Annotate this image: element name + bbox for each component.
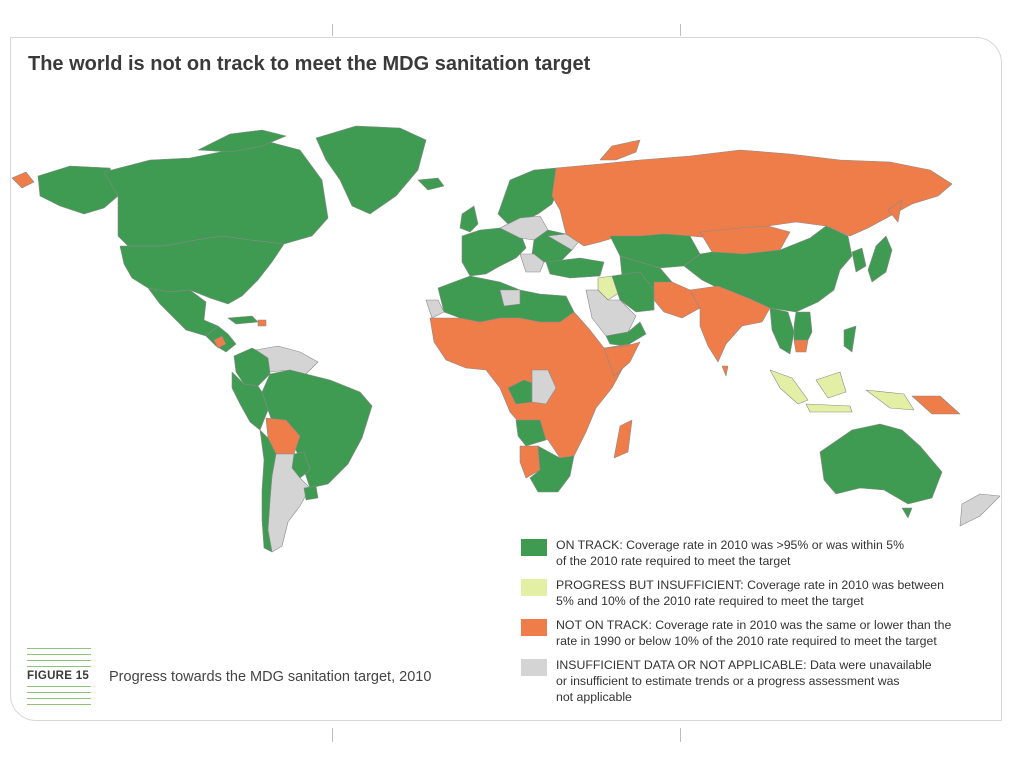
region-myanmar-thailand [769,307,795,355]
legend-line: or insufficient to estimate trends or a … [556,674,900,688]
region-papua [911,395,961,415]
region-philippines [843,325,857,353]
region-uruguay [303,485,319,501]
legend-item-on-track: ON TRACK: Coverage rate in 2010 was >95%… [521,537,996,569]
figure-label: FIGURE 15 [27,670,90,682]
legend-text-not-on-track: NOT ON TRACK: Coverage rate in 2010 was … [556,617,951,649]
figure-rule [27,686,91,687]
region-indonesia-borneo [815,371,847,399]
region-western-europe [461,227,527,277]
region-sri-lanka [721,365,729,377]
legend-item-insufficient-data: INSUFFICIENT DATA OR NOT APPLICABLE: Dat… [521,657,996,705]
region-cuba [227,315,259,325]
legend-line: not applicable [556,690,632,704]
crop-mark [332,728,333,742]
legend-line: rate in 1990 or below 10% of the 2010 ra… [556,634,937,648]
figure-rule [27,692,91,693]
region-balkans-grey [519,253,545,273]
crop-mark [680,728,681,742]
region-colombia [233,347,271,387]
region-australia [819,423,943,505]
region-iceland [417,177,445,191]
region-sakhalin [887,199,903,223]
legend-swatch-on-track [521,539,547,556]
region-chile [259,429,277,553]
figure-rule [27,648,91,649]
region-southern-africa [529,445,575,493]
region-nicaragua [213,335,227,349]
region-western-sahara [425,299,445,319]
region-new-zealand [959,493,1001,527]
region-alaska [37,165,119,215]
region-horn-of-africa [603,341,641,377]
crop-mark [332,24,333,36]
legend-item-not-on-track: NOT ON TRACK: Coverage rate in 2010 was … [521,617,996,649]
crop-mark [680,24,681,36]
legend-item-progress-insufficient: PROGRESS BUT INSUFFICIENT: Coverage rate… [521,577,996,609]
legend-swatch-insufficient-data [521,659,547,676]
legend-line: NOT ON TRACK: Coverage rate in 2010 was … [556,618,952,632]
figure-rule [27,654,91,655]
region-canada-islands [197,129,287,153]
region-usa [119,235,285,305]
region-greenland [315,125,427,215]
region-indonesia-java [805,403,853,413]
legend-swatch-progress-insufficient [521,579,547,596]
figure-rule [27,660,91,661]
legend-line: PROGRESS BUT INSUFFICIENT: Coverage rate… [556,578,944,592]
legend-line: 5% and 10% of the 2010 rate required to … [556,594,864,608]
region-namibia [519,445,541,479]
region-canada [103,139,329,247]
region-far-east-russia-tip [11,171,35,189]
legend-text-progress-insufficient: PROGRESS BUT INSUFFICIENT: Coverage rate… [556,577,944,609]
region-madagascar [613,419,633,459]
region-cambodia [793,339,809,353]
region-turkey [545,257,605,279]
region-korea [851,247,867,273]
region-novaya-zemlya [599,139,641,161]
region-indonesia-sumatra [769,369,809,405]
region-saudi-arabia [585,289,637,337]
region-peru-ecuador [231,371,269,431]
region-afghanistan-pakistan [653,281,701,319]
figure-rule [27,666,91,667]
region-haiti [257,319,267,327]
legend-text-on-track: ON TRACK: Coverage rate in 2010 was >95%… [556,537,904,569]
region-tasmania [901,507,913,519]
region-arabia-south [605,321,647,347]
region-vietnam-laos [793,311,813,341]
region-uk [459,205,479,233]
legend-swatch-not-on-track [521,619,547,636]
region-japan [867,235,893,283]
region-india [689,285,771,363]
region-scandinavia [497,167,561,225]
region-libya-grey [499,289,521,307]
legend-text-insufficient-data: INSUFFICIENT DATA OR NOT APPLICABLE: Dat… [556,657,932,705]
figure-rule [27,704,91,705]
region-drc-grey [531,369,557,405]
region-indonesia-east [865,389,915,411]
figure-caption: Progress towards the MDG sanitation targ… [109,669,432,685]
legend-line: of the 2010 rate required to meet the ta… [556,554,791,568]
map-legend: ON TRACK: Coverage rate in 2010 was >95%… [521,537,996,713]
region-russia [551,149,953,247]
legend-line: ON TRACK: Coverage rate in 2010 was >95%… [556,538,905,552]
figure-rule [27,698,91,699]
legend-line: INSUFFICIENT DATA OR NOT APPLICABLE: Dat… [556,658,932,672]
region-angola [515,419,547,447]
map-title: The world is not on track to meet the MD… [28,53,591,75]
